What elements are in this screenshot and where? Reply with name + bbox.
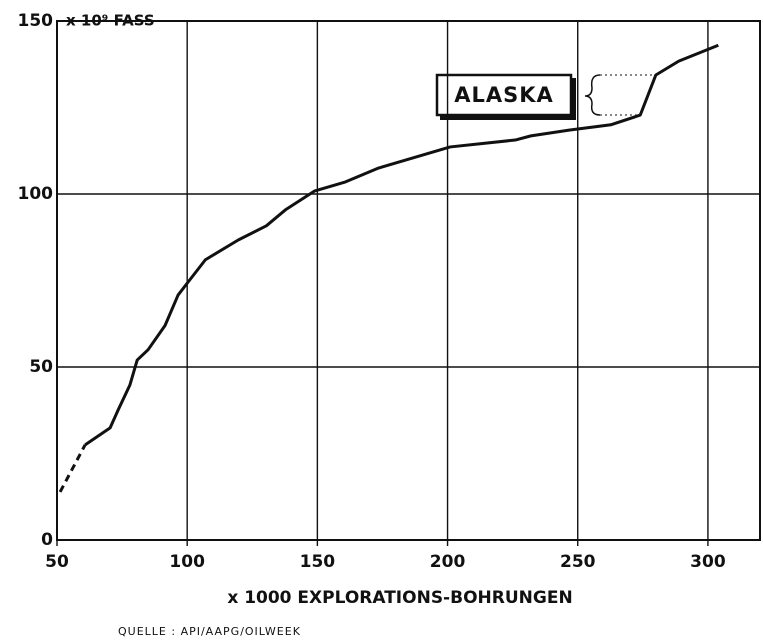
data-line (84, 43, 719, 447)
plot-frame (56, 20, 761, 541)
x-tick-label: 300 (690, 552, 726, 572)
x-tick-label: 200 (430, 552, 466, 572)
annotation-brace (584, 74, 601, 116)
annotation-shadow (440, 78, 576, 120)
y-tick-label: 150 (18, 11, 54, 31)
source: QUELLE : API/AAPG/OILWEEK (118, 625, 301, 638)
x-tick-label: 100 (169, 552, 205, 572)
y-tick-label: 50 (29, 357, 53, 377)
y-tick-label: 0 (41, 530, 53, 550)
x-tick-label: 150 (300, 552, 336, 572)
annotation-box (435, 73, 573, 117)
x-tick-label: 250 (560, 552, 596, 572)
y-tick-label: 100 (18, 184, 54, 204)
data-line (58, 444, 87, 493)
x-axis-label: x 1000 EXPLORATIONS-BOHRUNGEN (227, 588, 572, 608)
x-tick-label: 50 (45, 552, 69, 572)
annotation: ALASKA (454, 83, 554, 107)
